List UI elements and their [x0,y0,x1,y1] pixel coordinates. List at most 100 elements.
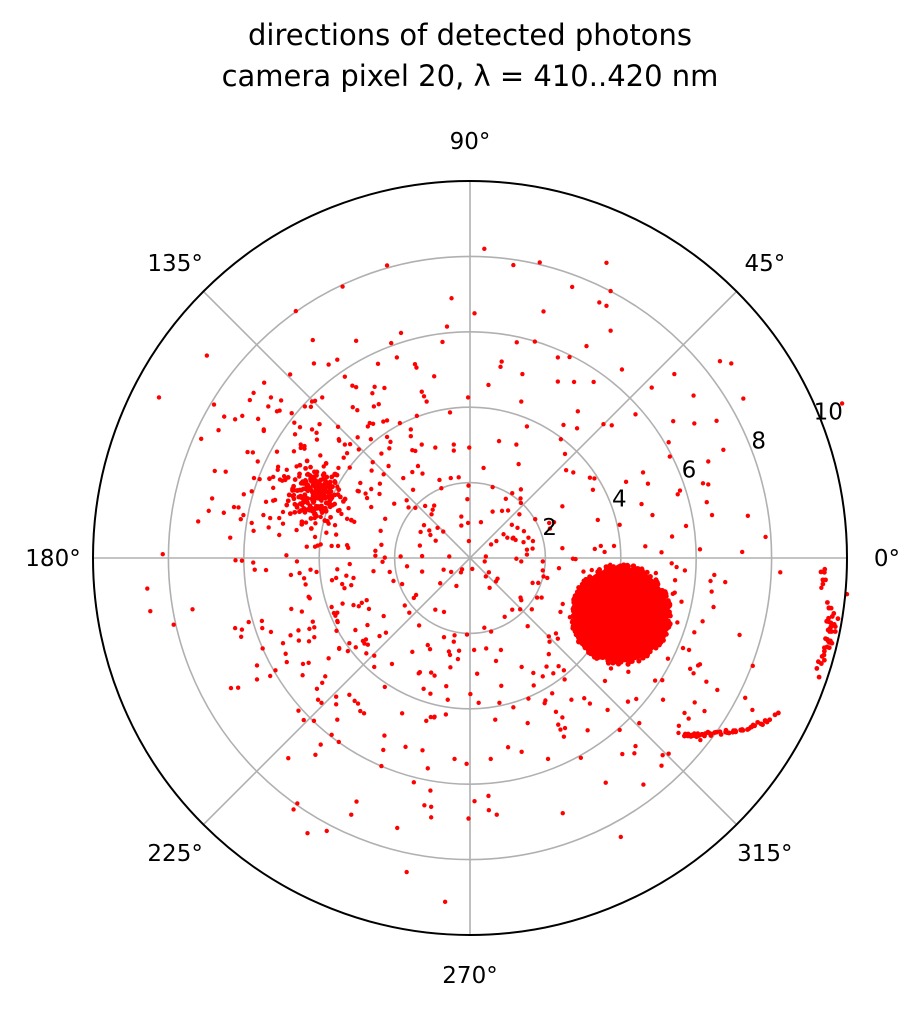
data-point [332,523,338,528]
data-point [241,492,246,497]
data-point [553,631,559,636]
data-point [632,601,638,606]
data-point [298,445,303,451]
data-point [440,339,445,345]
data-point [303,520,309,525]
data-point [278,398,284,403]
cluster-point [319,509,325,515]
data-point [349,812,354,817]
data-point [238,516,243,522]
data-point [350,405,355,410]
data-point [411,780,417,785]
data-point [686,647,692,653]
data-point [464,632,470,637]
data-point [232,625,238,631]
data-point [267,673,273,679]
data-point [466,483,471,488]
data-point [660,677,665,683]
cluster-point [330,502,336,508]
data-point [301,717,306,723]
data-point [652,678,658,683]
data-point [356,447,361,452]
data-point [404,564,410,569]
data-point [486,570,492,575]
cluster-point [654,582,660,588]
data-point [315,697,321,702]
data-point [466,538,472,544]
ring-point [829,614,835,619]
cluster-point [292,477,298,482]
data-point [582,696,587,701]
data-point [355,701,361,706]
cluster-point [585,577,592,583]
data-point [333,702,339,707]
data-point [509,522,515,528]
data-point [675,620,680,625]
data-point [377,633,382,639]
cluster-point [666,611,672,617]
data-point [667,454,673,459]
data-point [431,715,437,720]
data-point [490,509,495,514]
cluster-point [314,473,319,478]
data-point [347,441,353,447]
data-point [472,798,477,804]
data-point [326,656,331,661]
data-point [556,663,561,669]
data-point [536,580,541,586]
data-point [301,576,307,581]
data-point [446,649,452,654]
data-point [499,508,505,514]
data-point [560,601,565,607]
ring-point [694,734,699,740]
data-point [532,339,538,344]
data-point [591,379,596,385]
data-point [252,567,257,572]
data-point [598,543,604,549]
data-point [614,622,619,627]
data-point [333,694,339,699]
data-point [510,490,515,496]
cluster-point [342,496,348,502]
data-point [372,653,377,658]
cluster-point [636,658,642,664]
data-point [395,825,400,831]
data-point [305,482,311,488]
data-point [590,487,596,492]
ring-point [772,712,778,718]
data-point [347,692,352,698]
data-point [560,545,565,551]
data-point [351,602,356,608]
data-point [387,569,392,575]
data-point [412,362,418,367]
data-point [251,560,256,565]
data-point [739,549,745,555]
data-point [695,663,701,668]
data-point [304,472,310,477]
data-point [592,546,597,552]
data-point [665,656,671,661]
data-point [442,899,448,905]
data-point [643,544,648,549]
data-point [418,529,423,535]
data-point [468,691,473,697]
data-point [448,569,454,575]
data-point [291,492,297,498]
data-point [428,815,434,820]
data-point [629,631,634,636]
data-point [228,685,234,691]
data-point [347,561,352,567]
data-point [467,445,472,450]
data-point [611,543,617,549]
data-point [622,611,628,617]
data-point [708,578,713,584]
data-point [292,420,297,425]
data-point [292,432,298,437]
angle-tick-label-225: 225° [147,841,202,867]
data-point [352,519,357,525]
data-point [308,404,314,410]
data-point [653,570,659,576]
data-point [560,504,565,509]
data-point [556,722,561,727]
data-point [321,464,326,469]
